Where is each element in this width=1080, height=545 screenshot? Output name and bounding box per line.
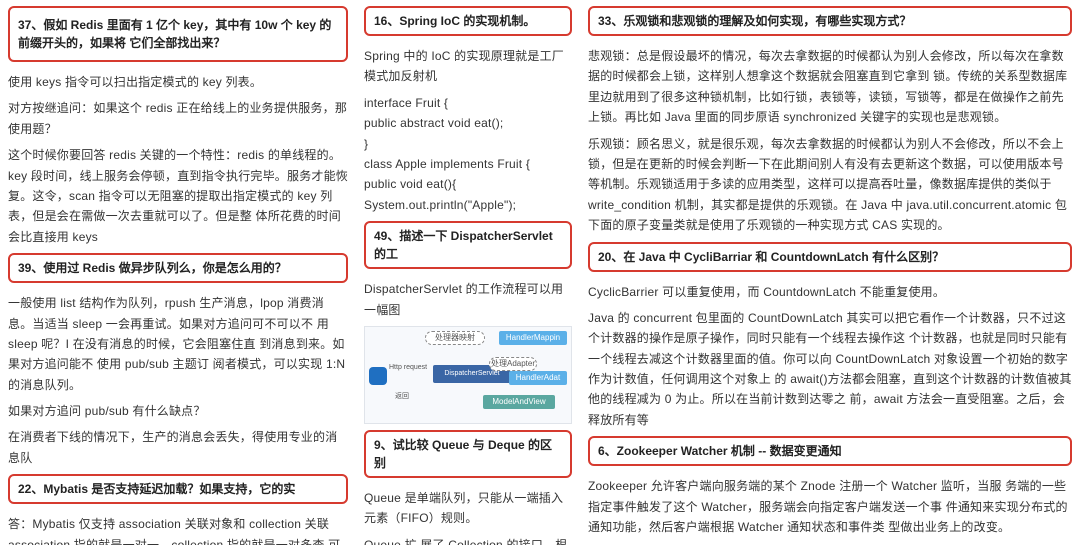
question-39: 39、使用过 Redis 做异步队列么，你是怎么用的？ (8, 253, 348, 283)
c1-text: 这个时候你要回答 redis 关键的一个特性：redis 的单线程的。key 段… (8, 145, 348, 247)
question-33: 33、乐观锁和悲观锁的理解及如何实现，有哪些实现方式？ (588, 6, 1072, 36)
c1-text: 使用 keys 指令可以扫出指定模式的 key 列表。 (8, 72, 348, 92)
ie-icon (369, 367, 387, 385)
diagram-label: 返回 (395, 391, 409, 403)
code-block: interface Fruit { public abstract void e… (364, 93, 572, 215)
question-6: 6、Zookeeper Watcher 机制 -- 数据变更通知 (588, 436, 1072, 466)
c1-text: 在消费者下线的情况下，生产的消息会丢失，得使用专业的消息队 (8, 427, 348, 468)
c2-text: Spring 中的 IoC 的实现原理就是工厂模式加反射机 (364, 46, 572, 87)
diagram-box: HandlerMappin (499, 331, 567, 345)
dispatcher-diagram: 处理器映射 HandlerMappin Http request Dispatc… (364, 326, 572, 424)
column-3: 33、乐观锁和悲观锁的理解及如何实现，有哪些实现方式？ 悲观锁：总是假设最坏的情… (580, 0, 1080, 545)
c3-text: 悲观锁：总是假设最坏的情况，每次去拿数据的时候都认为别人会修改，所以每次在拿数据… (588, 46, 1072, 128)
question-49: 49、描述一下 DispatcherServlet 的工 (364, 221, 572, 269)
question-22: 22、Mybatis 是否支持延迟加载？如果支持，它的实 (8, 474, 348, 504)
diagram-box: 处理Adapter (489, 357, 537, 371)
c2-text: DispatcherServlet 的工作流程可以用一幅图 (364, 279, 572, 320)
question-16: 16、Spring IoC 的实现机制。 (364, 6, 572, 36)
c3-text: Zookeeper 允许客户端向服务端的某个 Znode 注册一个 Watche… (588, 476, 1072, 537)
c1-text: 一般使用 list 结构作为队列，rpush 生产消息，lpop 消费消息。当适… (8, 293, 348, 395)
c1-text: 答：Mybatis 仅支持 association 关联对象和 collecti… (8, 514, 348, 545)
column-1: 37、假如 Redis 里面有 1 亿个 key，其中有 10w 个 key 的… (0, 0, 356, 545)
question-20: 20、在 Java 中 CycliBarriar 和 CountdownLatc… (588, 242, 1072, 272)
c1-text: 对方按继追问：如果这个 redis 正在给线上的业务提供服务，那使用题？ (8, 98, 348, 139)
question-37: 37、假如 Redis 里面有 1 亿个 key，其中有 10w 个 key 的… (8, 6, 348, 62)
page: 37、假如 Redis 里面有 1 亿个 key，其中有 10w 个 key 的… (0, 0, 1080, 545)
diagram-label: Http request (389, 362, 427, 374)
column-2: 16、Spring IoC 的实现机制。 Spring 中的 IoC 的实现原理… (356, 0, 580, 545)
c2-text: Queue 是单端队列，只能从一端插入元素（FIFO）规则。 (364, 488, 572, 529)
c3-text: CyclicBarrier 可以重复使用，而 CountdownLatch 不能… (588, 282, 1072, 302)
diagram-box: HandlerAdat (509, 371, 567, 385)
c1-text: 如果对方追问 pub/sub 有什么缺点？ (8, 401, 348, 421)
c3-text: Java 的 concurrent 包里面的 CountDownLatch 其实… (588, 308, 1072, 430)
diagram-box: ModelAndView (483, 395, 555, 409)
question-9: 9、试比较 Queue 与 Deque 的区别 (364, 430, 572, 478)
c3-text: 乐观锁：顾名思义，就是很乐观，每次去拿数据的时候都认为别人不会修改，所以不会上锁… (588, 134, 1072, 236)
diagram-box: 处理器映射 (425, 331, 485, 345)
c2-text: Queue 扩 展了 Collection 的接口，根据 可以分为两类方法：一种… (364, 535, 572, 545)
